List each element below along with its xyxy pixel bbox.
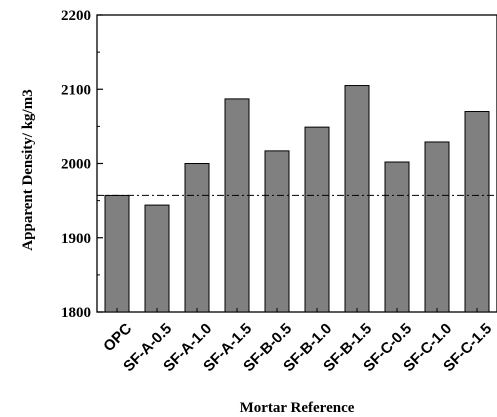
y-tick-label: 1900 bbox=[61, 231, 91, 247]
bar-sf-a-1.5 bbox=[224, 98, 250, 313]
y-tick-label: 2200 bbox=[61, 8, 91, 24]
x-tick-label: OPC bbox=[100, 320, 135, 355]
bar-sf-a-1.0 bbox=[184, 163, 210, 313]
bar-sf-b-1.5 bbox=[344, 85, 370, 313]
bar-sf-c-0.5 bbox=[384, 161, 410, 313]
x-axis-title: Mortar Reference bbox=[240, 400, 355, 416]
bar-sf-c-1.5 bbox=[464, 111, 490, 313]
y-axis: 1800 1900 2000 2100 2200 bbox=[61, 8, 103, 321]
bar-sf-c-1.0 bbox=[424, 141, 450, 313]
y-axis-title: Apparent Density/ kg/m3 bbox=[20, 89, 36, 250]
x-axis: OPCSF-A-0.5SF-A-1.0SF-A-1.5SF-B-0.5SF-B-… bbox=[100, 308, 495, 375]
y-tick-label: 2000 bbox=[61, 157, 91, 173]
y-tick-label: 1800 bbox=[61, 305, 91, 321]
bar-sf-a-0.5 bbox=[144, 204, 170, 313]
bar-sf-b-0.5 bbox=[264, 150, 290, 313]
bar-sf-b-1.0 bbox=[304, 126, 330, 313]
bar-opc bbox=[104, 194, 130, 313]
bars-group bbox=[104, 85, 490, 313]
y-tick-label: 2100 bbox=[61, 82, 91, 98]
